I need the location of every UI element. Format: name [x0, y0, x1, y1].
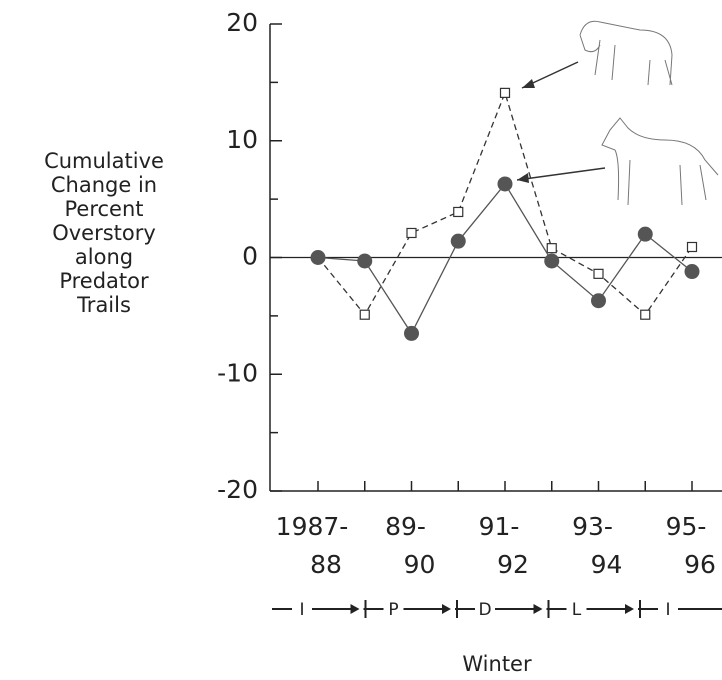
y-label-line: Predator: [59, 269, 149, 293]
y-label-line: Percent: [64, 197, 143, 221]
series-line: [317, 182, 693, 335]
point: [593, 268, 604, 279]
phase-label: I: [665, 600, 670, 620]
x-axis-label: Winter: [462, 652, 532, 676]
y-tick-label: 10: [226, 125, 258, 154]
y-label-line: Cumulative: [44, 149, 164, 173]
phase-arrow: [350, 604, 360, 614]
y-tick-label: -20: [217, 475, 258, 504]
point: [453, 206, 464, 218]
point: [406, 227, 417, 239]
y-label-line: along: [75, 245, 133, 269]
point: [637, 226, 653, 242]
x-tick-label: 95-: [666, 512, 707, 541]
x-tick-label: 96: [684, 550, 716, 579]
point: [686, 241, 698, 253]
arrow-head: [522, 79, 535, 88]
y-tick-label: 0: [242, 242, 258, 271]
point: [546, 243, 557, 254]
x-tick-label: 94: [591, 550, 623, 579]
phase-label: L: [572, 600, 582, 620]
phase-label: P: [388, 600, 398, 620]
phase-label: D: [478, 600, 491, 620]
point: [591, 293, 606, 309]
point: [640, 309, 651, 320]
phase-arrow: [442, 604, 451, 614]
lynx-sketch: [579, 20, 673, 86]
x-tick-label: 89-: [385, 512, 426, 541]
point: [499, 87, 511, 98]
arrow-head: [517, 173, 529, 183]
x-tick-label: 1987-: [276, 512, 349, 541]
wolf-sketch: [601, 117, 719, 206]
y-axis-label: Cumulative Change in Percent Overstory along…: [44, 149, 164, 317]
point: [359, 309, 370, 320]
y-label-line: Overstory: [52, 221, 156, 245]
point: [450, 233, 466, 249]
series-line: [317, 90, 693, 316]
phase-arrow: [625, 604, 634, 614]
phase-label: I: [299, 600, 304, 620]
phase-arrow: [533, 604, 543, 614]
x-tick-label: 92: [497, 550, 529, 579]
y-label-line: Trails: [76, 293, 131, 317]
x-tick-label: 90: [404, 550, 436, 579]
x-tick-label: 91-: [479, 512, 520, 541]
point: [310, 250, 326, 265]
point: [544, 253, 560, 269]
y-tick-label: -10: [217, 358, 258, 387]
point: [404, 325, 419, 341]
x-tick-label: 88: [310, 550, 342, 579]
x-tick-label: 93-: [572, 512, 613, 541]
pointer-arrow: [516, 167, 606, 181]
point: [497, 176, 513, 192]
point: [684, 264, 700, 280]
y-tick-label: 20: [226, 8, 258, 37]
point: [357, 253, 373, 269]
y-label-line: Change in: [51, 173, 157, 197]
